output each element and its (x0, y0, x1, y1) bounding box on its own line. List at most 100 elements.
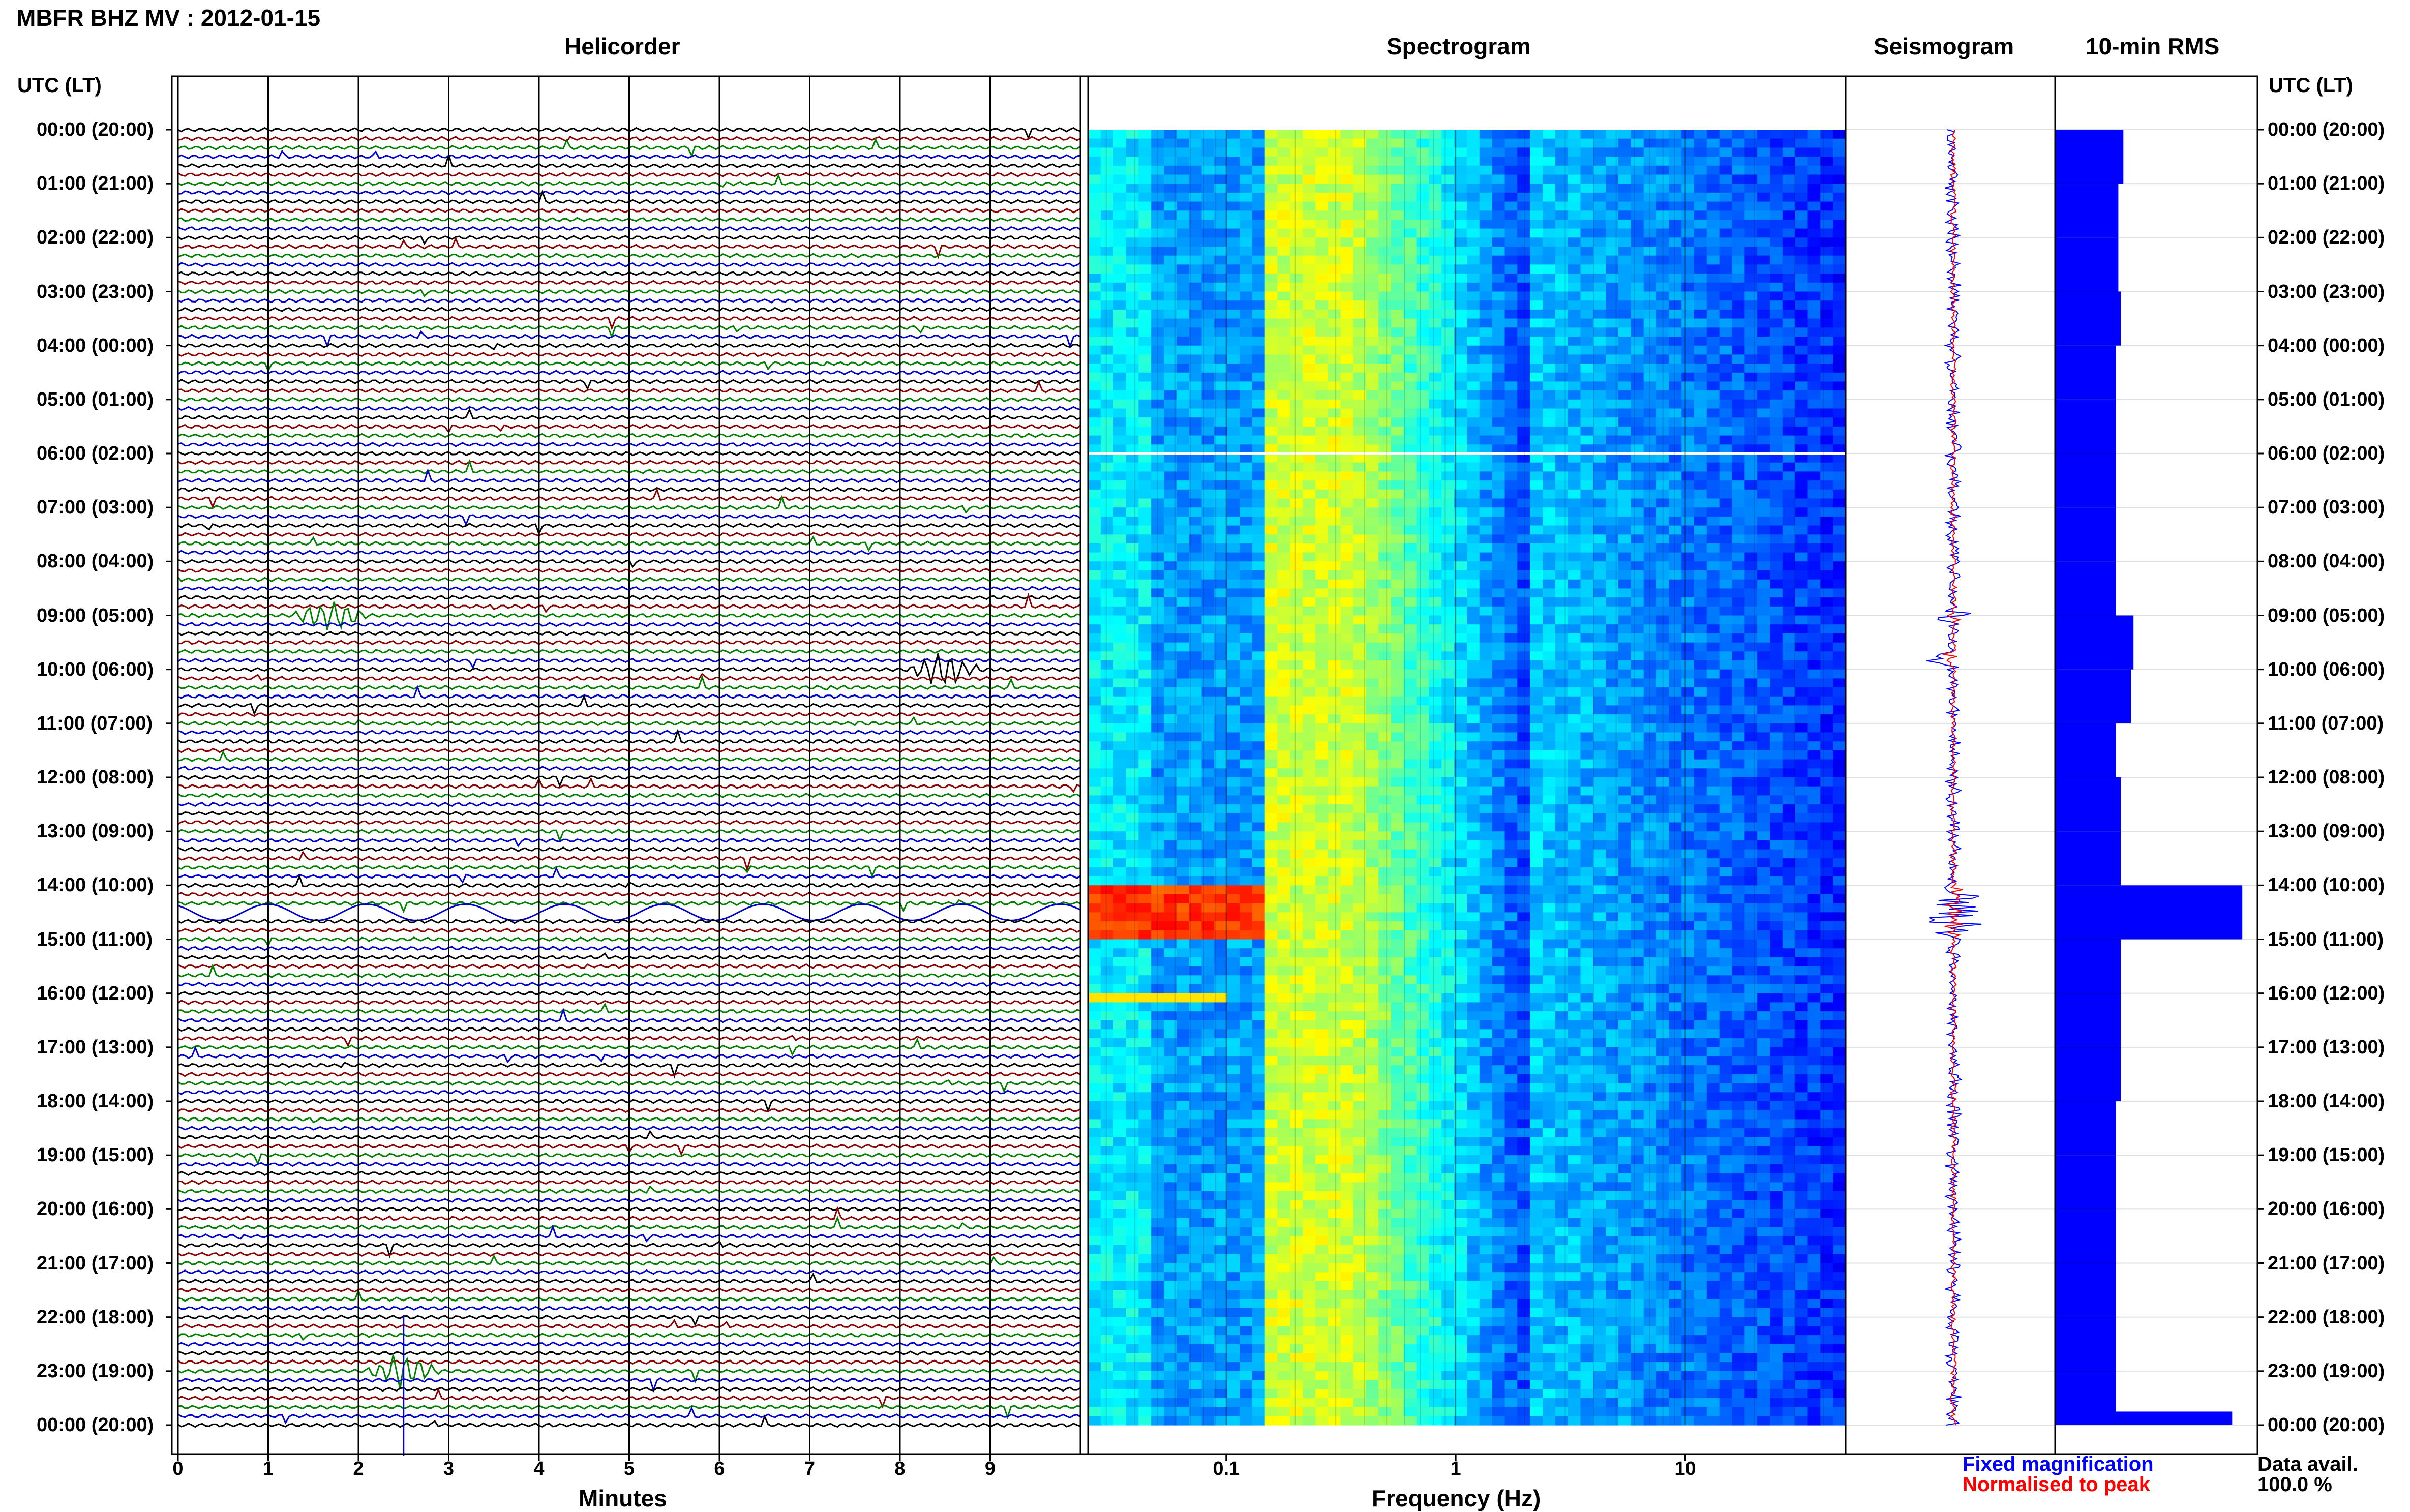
spectrogram-cell (1719, 364, 1733, 373)
spectrogram-cell (1643, 579, 1657, 589)
spectrogram-cell (1189, 858, 1202, 868)
spectrogram-cell (1820, 282, 1834, 292)
spectrogram-cell (1504, 840, 1518, 850)
spectrogram-cell (1467, 633, 1480, 643)
spectrogram-cell (1240, 130, 1253, 139)
spectrogram-cell (1719, 201, 1733, 211)
spectrogram-cell (1303, 813, 1316, 823)
spectrogram-cell (1303, 543, 1316, 553)
spectrogram-cell (1757, 130, 1770, 139)
spectrogram-cell (1719, 849, 1733, 859)
spectrogram-cell (1403, 588, 1417, 598)
spectrogram-cell (1795, 453, 1809, 463)
spectrogram-cell (1290, 858, 1304, 868)
spectrogram-cell (1782, 759, 1796, 769)
spectrogram-cell (1782, 291, 1796, 301)
spectrogram-cell (1227, 282, 1240, 292)
spectrogram-cell (1378, 525, 1392, 535)
spectrogram-cell (1631, 615, 1644, 625)
spectrogram-cell (1303, 597, 1316, 607)
spectrogram-cell (1378, 219, 1392, 229)
spectrogram-cell (1391, 381, 1404, 391)
spectrogram-cell (1240, 337, 1253, 346)
spectrogram-cell (1151, 174, 1164, 184)
spectrogram-cell (1138, 678, 1152, 688)
spectrogram-cell (1328, 138, 1341, 148)
spectrogram-cell (1820, 354, 1834, 364)
spectrogram-cell (1757, 462, 1770, 472)
spectrogram-cell (1164, 849, 1177, 859)
spectrogram-cell (1593, 552, 1607, 562)
spectrogram-cell (1543, 741, 1556, 751)
spectrogram-cell (1706, 534, 1720, 544)
spectrogram-cell (1593, 237, 1607, 247)
spectrogram-cell (1353, 138, 1367, 148)
spectrogram-cell (1252, 723, 1266, 733)
spectrogram-cell (1618, 786, 1632, 796)
spectrogram-cell (1706, 327, 1720, 337)
spectrogram-cell (1214, 687, 1228, 697)
spectrogram-cell (1694, 516, 1707, 526)
spectrogram-cell (1618, 723, 1632, 733)
spectrogram-cell (1378, 858, 1392, 868)
spectrogram-cell (1391, 714, 1404, 724)
spectrogram-cell (1643, 561, 1657, 571)
spectrogram-cell (1240, 516, 1253, 526)
spectrogram-cell (1593, 390, 1607, 400)
spectrogram-cell (1328, 849, 1341, 859)
spectrogram-cell (1656, 462, 1670, 472)
spectrogram-cell (1214, 247, 1228, 256)
spectrogram-cell (1669, 687, 1682, 697)
spectrogram-cell (1353, 381, 1367, 391)
spectrogram-cell (1201, 840, 1215, 850)
spectrogram-cell (1214, 714, 1228, 724)
spectrogram-cell (1454, 633, 1467, 643)
spectrogram-cell (1340, 157, 1354, 166)
spectrogram-cell (1669, 399, 1682, 409)
spectrogram-cell (1656, 372, 1670, 382)
spectrogram-cell (1744, 768, 1758, 778)
spectrogram-cell (1214, 453, 1228, 463)
spectrogram-cell (1530, 201, 1543, 211)
spectrogram-cell (1694, 264, 1707, 274)
spectrogram-cell (1227, 435, 1240, 445)
spectrogram-cell (1277, 525, 1291, 535)
spectrogram-cell (1631, 570, 1644, 580)
spectrogram-cell (1429, 813, 1442, 823)
spectrogram-cell (1151, 147, 1164, 157)
spectrogram-cell (1088, 228, 1101, 238)
spectrogram-cell (1808, 534, 1821, 544)
spectrogram-cell (1656, 498, 1670, 508)
spectrogram-cell (1227, 795, 1240, 805)
spectrogram-cell (1429, 840, 1442, 850)
spectrogram-cell (1416, 471, 1430, 481)
spectrogram-cell (1227, 552, 1240, 562)
spectrogram-cell (1429, 147, 1442, 157)
spectrogram-cell (1820, 247, 1834, 256)
spectrogram-cell (1479, 633, 1493, 643)
spectrogram-cell (1808, 732, 1821, 742)
spectrogram-cell (1744, 597, 1758, 607)
spectrogram-cell (1808, 354, 1821, 364)
spectrogram-cell (1795, 192, 1809, 202)
spectrogram-cell (1340, 489, 1354, 499)
spectrogram-cell (1151, 247, 1164, 256)
spectrogram-cell (1719, 337, 1733, 346)
spectrogram-cell (1795, 174, 1809, 184)
spectrogram-cell (1833, 507, 1846, 517)
spectrogram-cell (1517, 777, 1531, 787)
spectrogram-cell (1492, 849, 1505, 859)
spectrogram-cell (1201, 372, 1215, 382)
spectrogram-cell (1315, 480, 1329, 490)
spectrogram-cell (1694, 274, 1707, 283)
spectrogram-cell (1833, 768, 1846, 778)
spectrogram-cell (1126, 570, 1139, 580)
spectrogram-cell (1189, 300, 1202, 310)
spectrogram-cell (1164, 507, 1177, 517)
spectrogram-cell (1568, 714, 1581, 724)
spectrogram-cell (1164, 606, 1177, 616)
spectrogram-cell (1126, 219, 1139, 229)
spectrogram-cell (1631, 831, 1644, 841)
spectrogram-cell (1580, 219, 1594, 229)
spectrogram-cell (1479, 687, 1493, 697)
